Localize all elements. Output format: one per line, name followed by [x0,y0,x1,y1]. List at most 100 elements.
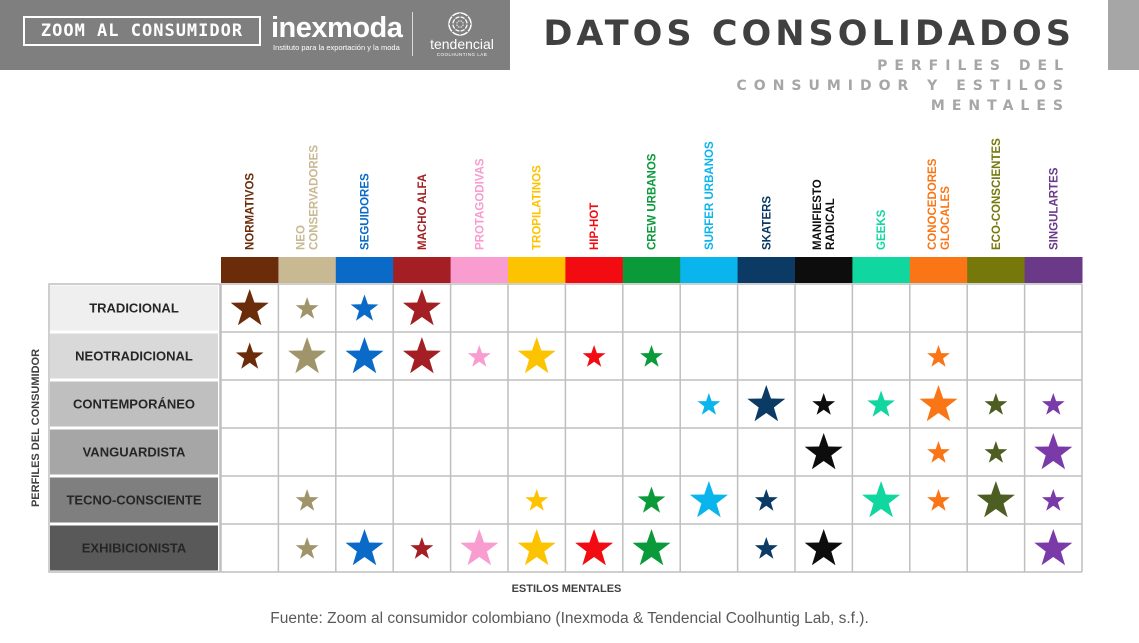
star-marker [1034,529,1073,566]
star-marker [747,385,786,422]
inexmoda-logo: inexmoda [271,12,403,44]
tendencial-swirl-icon [448,12,472,36]
inexmoda-tagline: Instituto para la exportación y la moda [273,43,400,52]
zoom-al-consumidor-logo: ZOOM AL CONSUMIDOR [23,16,261,46]
column-color-swatch [565,257,624,283]
logo-divider [412,12,413,56]
star-marker [410,537,434,559]
header-accent-bar [1108,0,1139,70]
star-marker [689,481,728,518]
star-marker [1034,433,1073,470]
star-marker [754,537,778,559]
column-color-swatch [450,257,509,283]
column-color-swatch [967,257,1026,283]
column-label: MANIFIESTO [812,179,824,250]
column-color-swatch [278,257,337,283]
star-marker [350,294,379,321]
column-label: SKATERS [761,196,773,250]
column-color-swatch [508,257,566,283]
row-label: TECNO-CONSCIENTE [66,493,201,508]
row-label-cell [50,333,218,379]
page-title: DATOS CONSOLIDADOS [543,14,1075,54]
star-marker [582,345,606,367]
star-marker [525,489,549,511]
column-label: CONSERVADORES [309,145,321,250]
column-color-swatch [1024,257,1083,283]
column-label: TROPILATINOS [532,165,544,250]
star-marker [345,529,384,566]
star-marker [640,345,663,367]
profile-style-matrix-chart: NORMATIVOS NEO CONSERVADORES SEGUIDORES MACH… [30,138,1083,595]
y-axis-label: PERFILES DEL CONSUMIDOR [30,349,42,507]
column-color-swatch [852,257,911,283]
column-label: ECO-CONSCIENTES [991,138,1003,250]
star-marker [1041,393,1065,415]
star-marker [804,529,843,566]
star-marker [230,289,269,326]
column-label: GLOCALES [940,186,952,250]
row-label: VANGUARDISTA [83,445,186,460]
star-marker [927,441,950,463]
column-color-swatch [622,257,681,283]
page-subtitle: PERFILES DEL CONSUMIDOR Y ESTILOS MENTAL… [736,58,1070,114]
column-label: SINGULARTES [1048,167,1060,250]
star-marker [402,337,441,374]
column-label: NORMATIVOS [245,173,257,250]
star-marker [919,385,958,422]
x-axis-label: ESTILOS MENTALES [512,583,622,595]
row-label: EXHIBICIONISTA [82,541,187,556]
column-label: HIP-HOT [589,203,601,250]
row-label: TRADICIONAL [89,301,179,316]
star-marker [402,289,441,326]
column-color-swatch [737,257,796,283]
column-label: GEEKS [876,209,888,250]
star-marker [467,345,491,367]
star-marker [637,486,666,513]
star-marker [697,393,721,415]
star-marker [984,393,1008,415]
brand-bar: ZOOM AL CONSUMIDOR inexmoda Instituto pa… [0,0,510,70]
row-label: CONTEMPORÁNEO [73,397,195,412]
row-label-cell [50,429,218,475]
star-marker [288,337,327,374]
star-marker [460,529,499,566]
star-marker [632,529,671,566]
column-label: RADICAL [825,198,837,250]
column-color-swatch [909,257,968,283]
star-marker [1041,489,1065,511]
row-label-cell [50,525,218,571]
tendencial-tagline: COOLHUNTING LAB [436,52,488,57]
star-marker [812,393,836,415]
column-label: NEO [296,225,308,250]
star-marker [804,433,843,470]
column-color-swatch [221,257,279,283]
star-marker [976,481,1015,518]
star-marker [295,537,319,559]
column-color-swatch [335,257,394,283]
star-marker [927,345,950,367]
star-marker [575,529,614,566]
column-color-swatch [393,257,452,283]
row-label-cell [50,285,218,331]
star-marker [754,489,778,511]
star-marker [867,390,895,417]
column-label: SEGUIDORES [360,173,372,250]
star-marker [295,297,319,319]
column-label: PROTAGODIVAS [474,158,486,250]
star-marker [295,489,319,511]
star-marker [517,529,556,566]
column-label: CREW URBANOS [647,153,659,250]
column-color-swatch [680,257,739,283]
source-note: Fuente: Zoom al consumidor colombiano (I… [270,610,869,627]
star-marker [862,481,901,518]
star-marker [345,337,384,374]
column-label: MACHO ALFA [417,174,429,250]
column-label: SURFER URBANOS [704,141,716,250]
column-color-swatch [795,257,853,283]
star-marker [927,489,950,511]
row-label-cell [50,381,218,427]
star-marker [235,342,264,369]
column-label: CONOCEDORES [927,158,939,250]
star-marker [984,441,1008,463]
row-label-cell [50,477,218,523]
